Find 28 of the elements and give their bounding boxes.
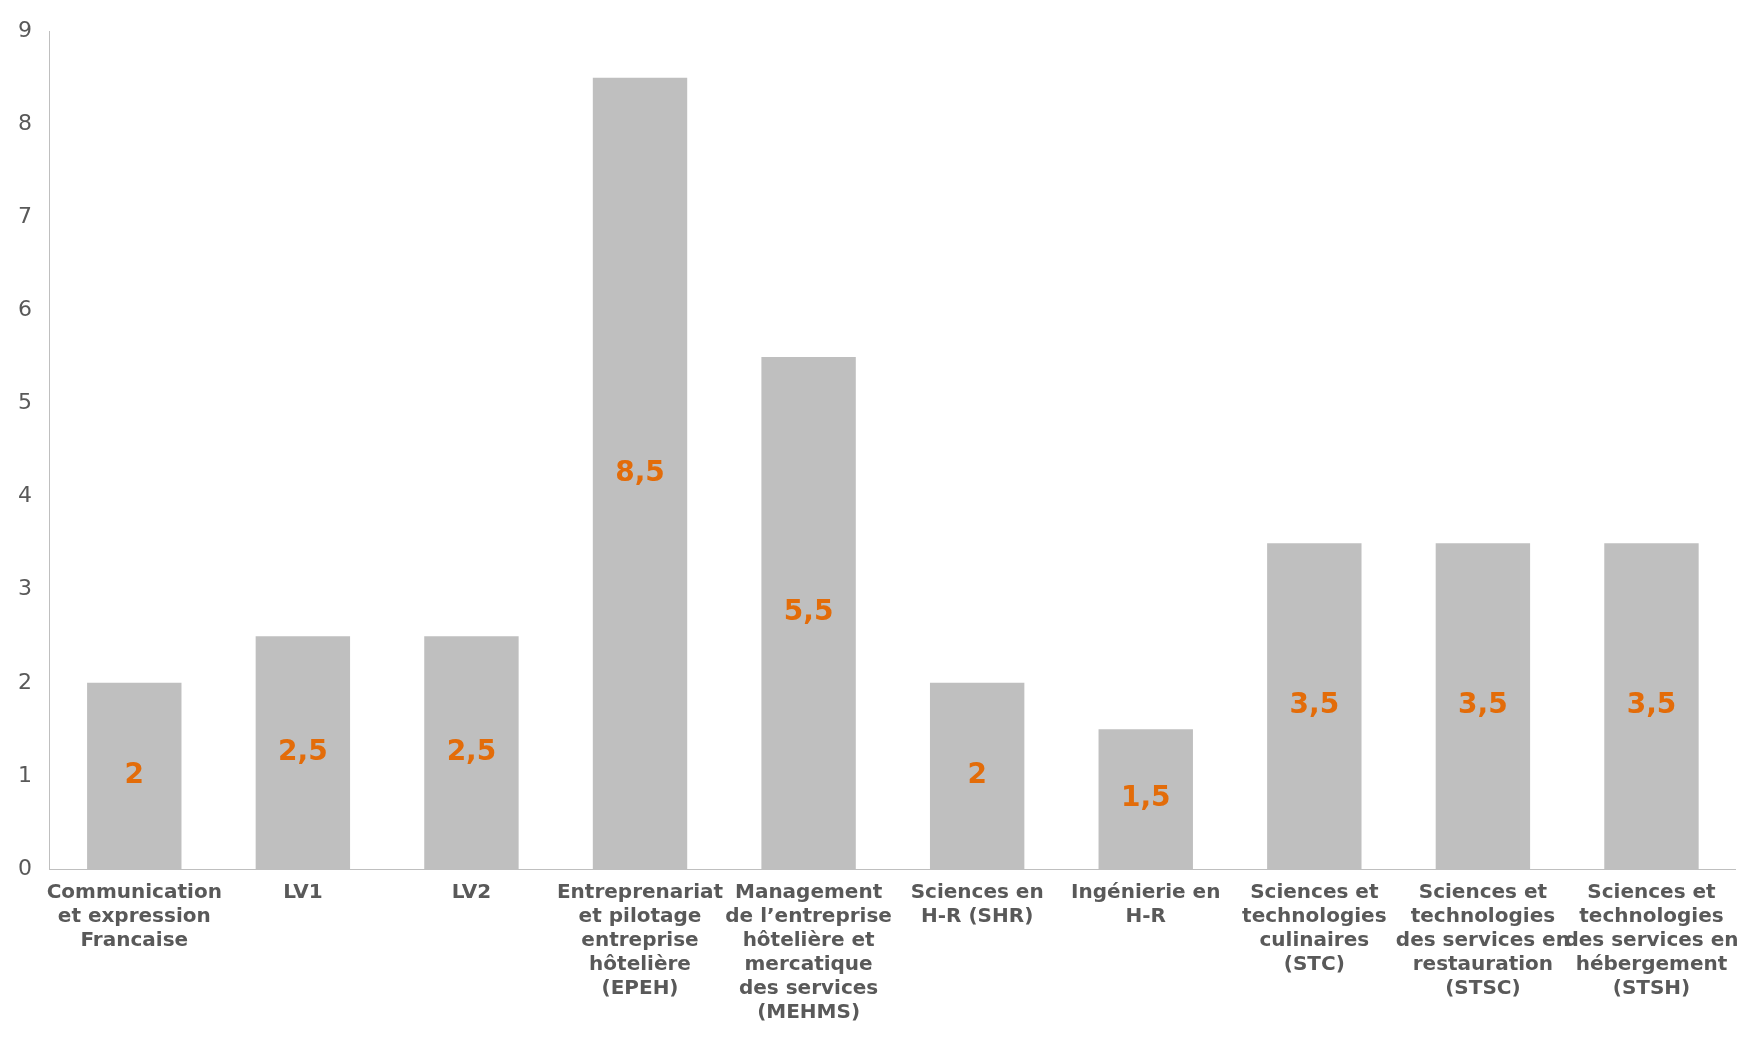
x-tick-label: LV1 [283, 879, 323, 904]
data-label: 2 [124, 757, 145, 791]
x-tick-label: Sciences en H-R (SHR) [910, 879, 1044, 928]
x-tick-label: Management de l’entreprise hôtelière et mercatique des services (MEHMS) [725, 879, 892, 1024]
y-tick-label: 5 [18, 389, 32, 415]
y-tick-label: 6 [18, 296, 32, 322]
y-tick-label: 9 [18, 16, 32, 42]
x-tick-label: LV2 [451, 879, 492, 904]
data-label: 2 [967, 757, 987, 791]
y-tick-label: 1 [18, 761, 32, 787]
y-tick-label: 4 [18, 482, 32, 508]
y-tick-label: 0 [18, 854, 32, 880]
x-tick-label: Ingénierie en H-R [1071, 879, 1221, 928]
data-label: 2,5 [278, 733, 328, 767]
data-label: 2,5 [446, 733, 497, 767]
data-label: 1,5 [1120, 780, 1171, 814]
y-tick-label: 3 [18, 575, 32, 601]
y-tick-label: 2 [18, 668, 32, 694]
x-tick-label: Entreprenariat et pilotage entreprise hôtelière (EPEH) [556, 879, 724, 1000]
data-label: 8,5 [615, 454, 665, 488]
data-label: 3,5 [1458, 687, 1508, 721]
x-tick-label: Communication et expression Francaise [46, 879, 222, 952]
x-tick-label: Sciences et technologies culinaires (STC) [1242, 879, 1387, 976]
data-label: 3,5 [1289, 687, 1340, 721]
y-tick-label: 8 [18, 110, 32, 136]
data-label: 3,5 [1626, 687, 1677, 721]
y-tick-label: 7 [18, 203, 32, 229]
data-label: 5,5 [783, 594, 834, 628]
